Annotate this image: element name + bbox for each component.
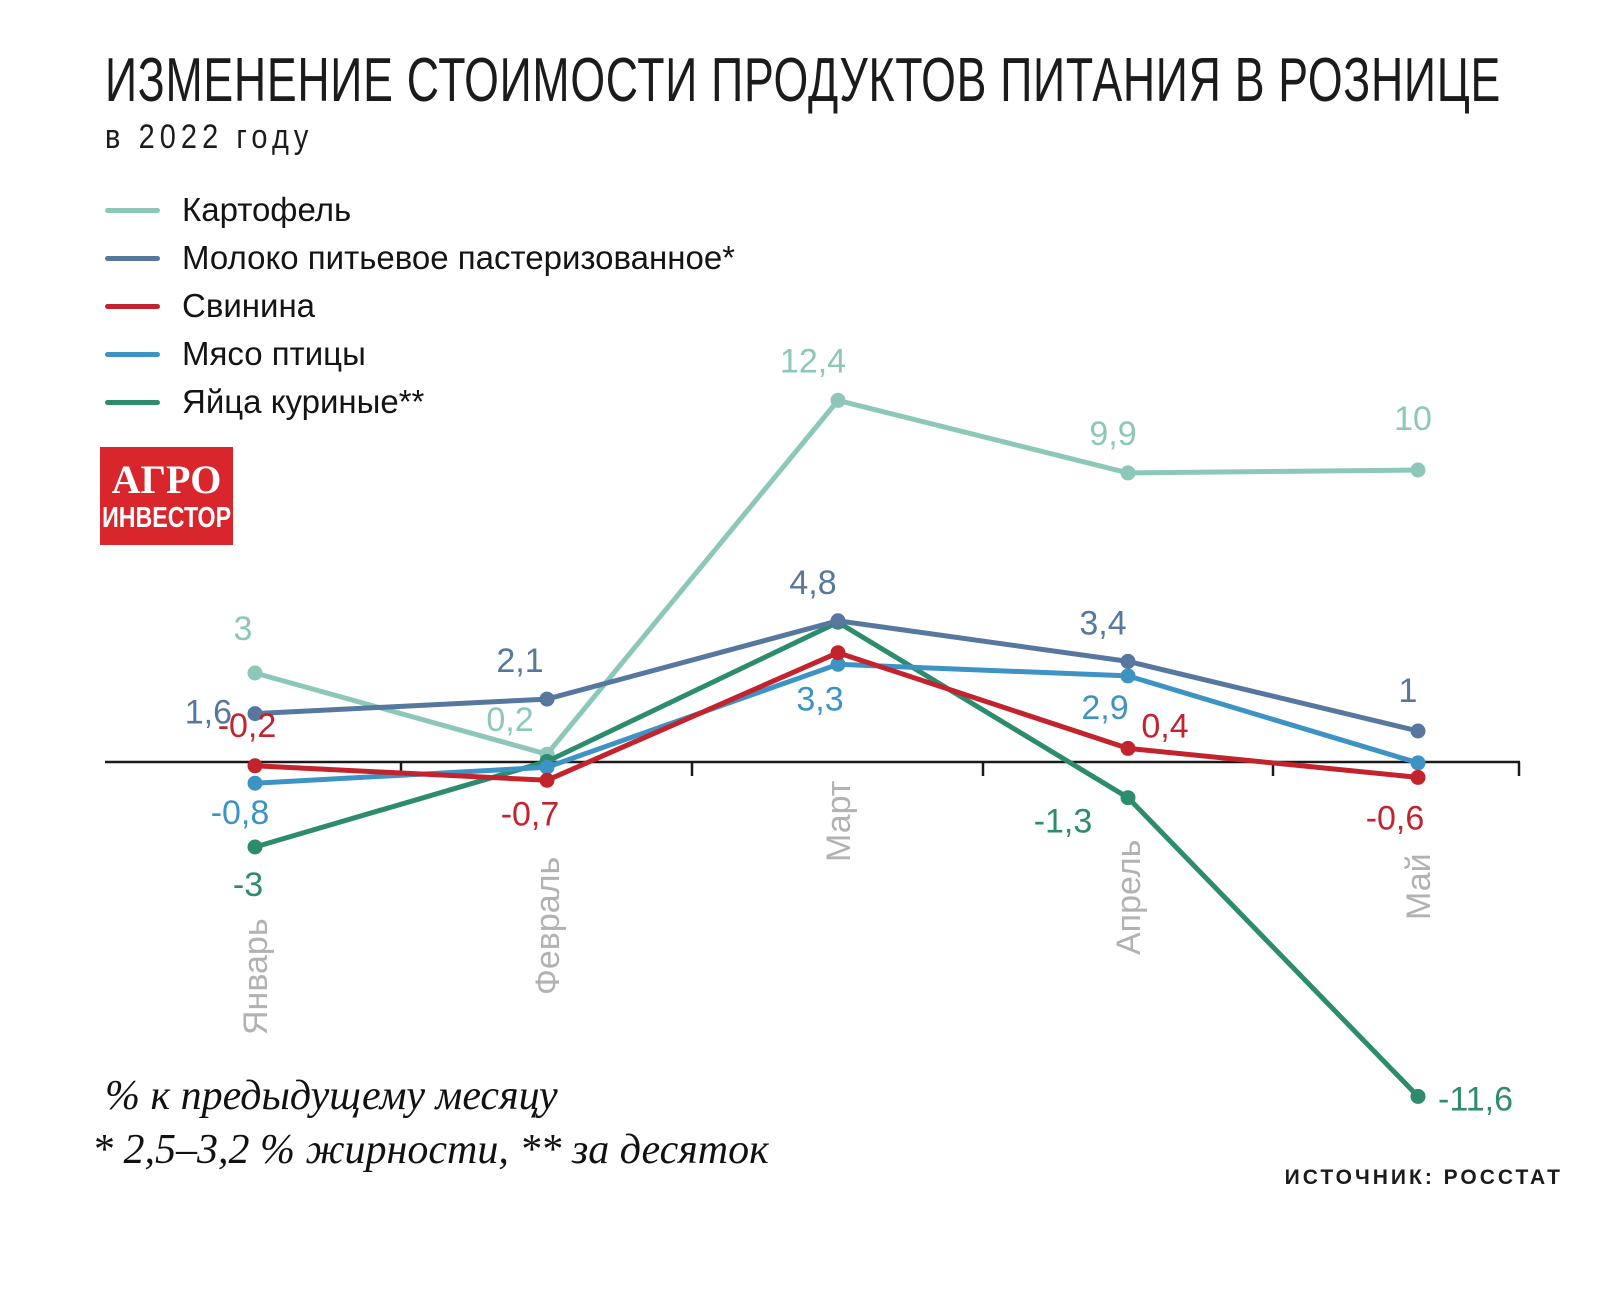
value-label-kartofel-4: 10 xyxy=(1394,400,1432,438)
agroinvestor-logo: АГРО ИНВЕСТОР xyxy=(100,447,233,545)
value-label-svinina-1: -0,7 xyxy=(501,795,560,833)
data-point-moloko-0 xyxy=(247,706,263,722)
legend-item-kartofel: Картофель xyxy=(105,186,735,234)
legend-swatch-kartofel xyxy=(105,207,160,213)
value-label-yaytsa-kurinye-4: -11,6 xyxy=(1438,1080,1513,1118)
value-label-moloko-1: 2,1 xyxy=(496,642,543,680)
month-label-1: Февраль xyxy=(529,857,567,995)
value-label-myaso-ptitsy-0: -0,8 xyxy=(211,794,270,832)
data-point-svinina-2 xyxy=(830,645,846,661)
data-point-yaytsa-kurinye-4 xyxy=(1410,1088,1426,1104)
data-point-svinina-3 xyxy=(1120,740,1136,756)
data-point-kartofel-3 xyxy=(1120,465,1136,481)
logo-text-agro: АГРО xyxy=(111,456,222,502)
value-label-kartofel-1: 0,2 xyxy=(486,701,533,739)
data-point-svinina-4 xyxy=(1410,769,1426,785)
value-label-kartofel-0: 3 xyxy=(234,610,253,648)
value-label-myaso-ptitsy-3: 2,9 xyxy=(1081,689,1128,727)
legend-swatch-myaso-ptitsy xyxy=(105,351,160,357)
legend-label-moloko: Молоко питьевое пастеризованное* xyxy=(182,239,736,276)
value-label-svinina-0: -0,2 xyxy=(218,707,277,745)
value-label-kartofel-3: 9,9 xyxy=(1089,415,1136,453)
value-label-moloko-4: 1 xyxy=(1399,672,1418,710)
value-label-moloko-3: 3,4 xyxy=(1079,604,1126,642)
data-point-myaso-ptitsy-0 xyxy=(247,775,263,791)
data-point-svinina-1 xyxy=(539,772,555,788)
data-point-myaso-ptitsy-4 xyxy=(1410,755,1426,771)
data-point-myaso-ptitsy-2 xyxy=(830,656,846,672)
legend-label-yaytsa: Яйца куриные** xyxy=(182,383,425,420)
legend-label-myaso-ptitsy: Мясо птицы xyxy=(182,335,366,372)
page-title: ИЗМЕНЕНИЕ СТОИМОСТИ ПРОДУКТОВ ПИТАНИЯ В … xyxy=(105,46,1501,115)
legend-label-svinina: Свинина xyxy=(182,287,316,324)
value-label-svinina-3: 0,4 xyxy=(1141,707,1188,745)
data-point-myaso-ptitsy-1 xyxy=(539,759,555,775)
data-point-yaytsa-kurinye-3 xyxy=(1120,790,1136,806)
legend-item-moloko: Молоко питьевое пастеризованное* xyxy=(105,234,735,282)
value-label-moloko-2: 4,8 xyxy=(789,564,836,602)
legend-item-myaso-ptitsy: Мясо птицы xyxy=(105,330,735,378)
data-point-moloko-4 xyxy=(1410,723,1426,739)
legend-item-svinina: Свинина xyxy=(105,282,735,330)
value-label-moloko-0: 1,6 xyxy=(185,694,232,732)
legend-swatch-moloko xyxy=(105,255,160,261)
page-subtitle: в 2022 году xyxy=(105,118,314,156)
month-label-0: Январь xyxy=(237,918,275,1035)
logo-text-investor: ИНВЕСТОР xyxy=(102,501,231,534)
data-point-kartofel-4 xyxy=(1410,462,1426,478)
legend-item-yaytsa: Яйца куриные** xyxy=(105,378,735,426)
data-point-moloko-2 xyxy=(830,613,846,629)
value-label-svinina-4: -0,6 xyxy=(1366,799,1425,837)
value-label-yaytsa-kurinye-0: -3 xyxy=(233,866,263,904)
legend-swatch-yaytsa xyxy=(105,399,160,405)
footnotes: * 2,5–3,2 % жирности, ** за десяток xyxy=(92,1127,769,1173)
month-label-2: Март xyxy=(820,781,858,862)
data-point-moloko-3 xyxy=(1120,653,1136,669)
source-credit: ИСТОЧНИК: РОССТАТ xyxy=(1284,1166,1563,1189)
data-point-yaytsa-kurinye-0 xyxy=(247,839,263,855)
legend: Картофель Молоко питьевое пастеризованно… xyxy=(105,186,735,426)
value-label-kartofel-2: 12,4 xyxy=(780,342,846,380)
units-note: % к предыдущему месяцу xyxy=(105,1073,558,1119)
data-point-kartofel-2 xyxy=(830,392,846,408)
value-label-myaso-ptitsy-2: 3,3 xyxy=(796,680,843,718)
value-label-yaytsa-kurinye-3: -1,3 xyxy=(1034,803,1093,841)
data-point-kartofel-0 xyxy=(247,665,263,681)
data-point-svinina-0 xyxy=(247,758,263,774)
month-label-4: Май xyxy=(1400,853,1438,920)
legend-swatch-svinina xyxy=(105,303,160,309)
month-label-3: Апрель xyxy=(1110,840,1148,955)
legend-label-kartofel: Картофель xyxy=(182,191,352,228)
data-point-moloko-1 xyxy=(539,691,555,707)
data-point-myaso-ptitsy-3 xyxy=(1120,668,1136,684)
